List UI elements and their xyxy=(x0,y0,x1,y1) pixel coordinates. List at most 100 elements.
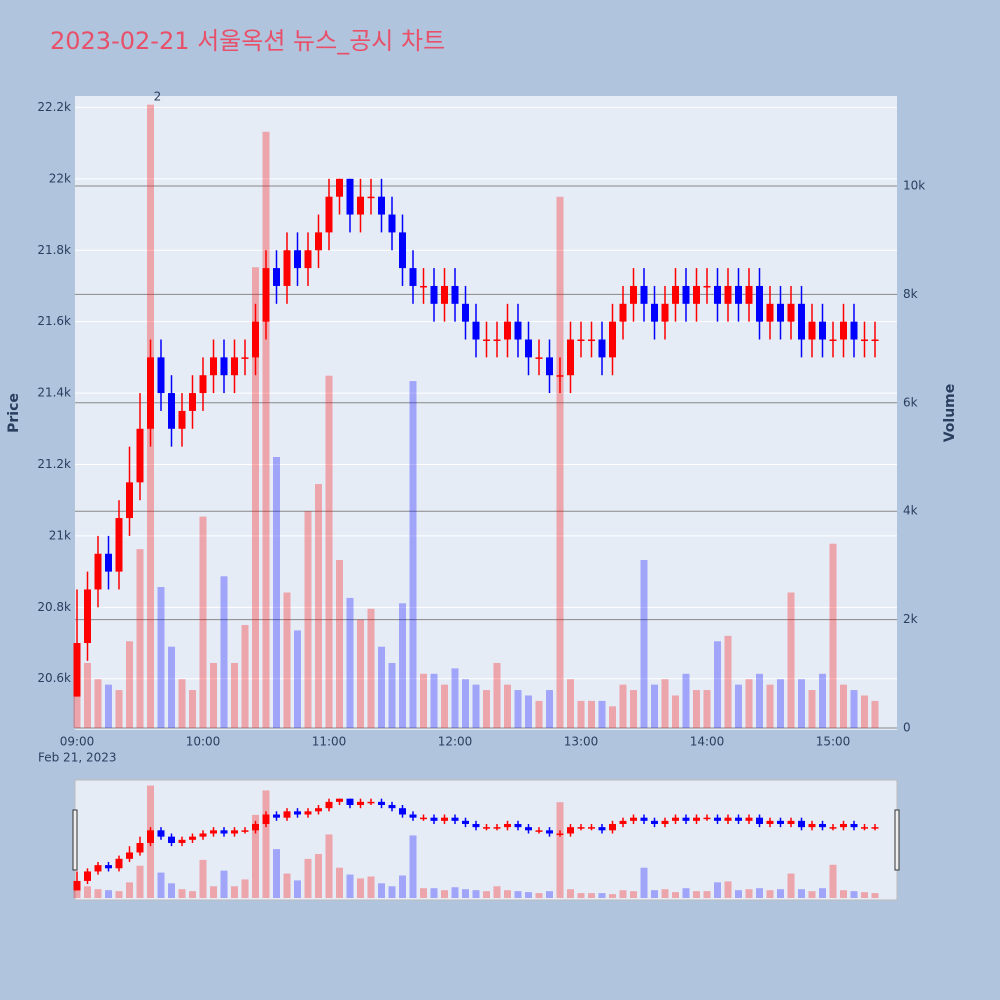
slider-volume-bar xyxy=(252,814,259,898)
y-tick-label: 20.8k xyxy=(37,600,71,614)
volume-bar xyxy=(199,516,207,728)
volume-bar xyxy=(283,592,291,728)
slider-volume-bar xyxy=(703,891,711,898)
candle-body xyxy=(252,321,259,358)
volume-bar xyxy=(777,679,784,728)
y-tick-label: 21k xyxy=(49,528,71,542)
slider-volume-bar xyxy=(546,891,553,898)
volume-bar xyxy=(556,196,564,728)
slider-volume-bar xyxy=(483,891,490,898)
volume-bar xyxy=(577,700,585,728)
volume-bar xyxy=(651,684,658,728)
slider-candle-body xyxy=(472,823,480,828)
slider-volume-bar xyxy=(115,891,123,898)
slider-candle-body xyxy=(766,820,774,824)
slider-candle-body xyxy=(850,823,858,828)
volume-bar xyxy=(724,635,732,728)
volume-bar xyxy=(630,690,637,728)
slider-candle-body xyxy=(588,827,595,829)
slider-volume-bar xyxy=(756,888,763,898)
candle-body xyxy=(189,393,196,411)
slider-volume-bar xyxy=(430,888,438,898)
slider-candle-body xyxy=(840,823,847,828)
slider-candle-body xyxy=(525,827,532,831)
slider-candle-body xyxy=(661,820,669,824)
slider-volume-bar xyxy=(178,889,186,898)
slider-volume-bar xyxy=(94,889,102,898)
candle-body xyxy=(210,357,217,376)
candle-body xyxy=(493,339,501,342)
slider-candle-body xyxy=(493,827,501,829)
volume-bar xyxy=(304,511,312,728)
slider-candle-body xyxy=(241,830,249,832)
slider-candle-body xyxy=(294,811,301,815)
volume-bar xyxy=(168,646,175,728)
slider-candle-body xyxy=(577,827,585,829)
candle-body xyxy=(273,268,280,286)
candle-body xyxy=(682,285,690,304)
slider-volume-bar xyxy=(693,891,700,898)
slider-volume-bar xyxy=(168,883,175,898)
candle-body xyxy=(315,232,322,251)
candle-body xyxy=(735,285,742,304)
slider-candle-body xyxy=(420,817,427,820)
candle-body xyxy=(598,339,606,358)
slider-volume-bar xyxy=(451,887,459,898)
slider-candle-body xyxy=(777,820,784,824)
slider-candle-body xyxy=(829,827,837,829)
slider-volume-bar xyxy=(504,890,511,898)
slider-volume-bar xyxy=(126,882,133,898)
y-tick-label: 22.2k xyxy=(37,100,71,114)
slider-volume-bar xyxy=(514,891,522,898)
slider-candle-body xyxy=(399,808,406,815)
slider-volume-bar xyxy=(567,889,574,898)
candle-body xyxy=(294,250,301,269)
x-tick-label: 10:00 xyxy=(186,735,221,749)
slider-candle-body xyxy=(178,839,186,843)
slider-candle-body xyxy=(105,865,112,869)
candle-body xyxy=(630,285,637,304)
slider-volume-bar xyxy=(556,802,564,898)
volume-bar xyxy=(273,456,280,728)
slider-candle-body xyxy=(504,823,511,828)
slider-candle-body xyxy=(609,823,616,831)
slider-volume-bar xyxy=(472,890,480,898)
range-slider[interactable] xyxy=(74,779,898,901)
slider-candle-body xyxy=(409,814,417,818)
candle-body xyxy=(147,357,154,429)
volume-bar xyxy=(105,684,112,728)
candle-body xyxy=(808,321,816,340)
volume-bar xyxy=(504,684,511,728)
slider-candle-body xyxy=(283,811,291,818)
slider-volume-bar xyxy=(745,889,753,898)
slider-volume-bar xyxy=(630,891,637,898)
y-tick-label: 21.4k xyxy=(37,386,71,400)
candle-body xyxy=(231,357,238,376)
slider-candle-body xyxy=(871,827,879,829)
slider-volume-bar xyxy=(73,883,81,898)
volume-bar xyxy=(735,684,742,728)
x-tick-label: 15:00 xyxy=(816,735,851,749)
volume-bar xyxy=(462,679,469,728)
slider-volume-bar xyxy=(441,890,448,898)
slider-volume-bar xyxy=(850,891,858,898)
volume-bar xyxy=(378,646,385,728)
volume-bar xyxy=(346,597,354,728)
slider-candle-body xyxy=(325,801,333,809)
volume-bar xyxy=(409,381,417,728)
candle-body xyxy=(787,303,795,322)
x-tick-label: 09:00 xyxy=(60,735,95,749)
y2-tick-label: 6k xyxy=(903,395,918,409)
slider-candle-body xyxy=(441,817,448,821)
volume-bar xyxy=(588,700,595,728)
volume-bar xyxy=(420,673,427,728)
slider-volume-bar xyxy=(304,858,312,898)
volume-bar xyxy=(483,690,490,728)
volume-bar xyxy=(640,559,648,728)
plot-area xyxy=(75,96,897,730)
volume-bar xyxy=(693,690,700,728)
slider-candle-body xyxy=(724,817,732,821)
y-tick-label: 21.8k xyxy=(37,243,71,257)
candle-body xyxy=(588,339,595,342)
